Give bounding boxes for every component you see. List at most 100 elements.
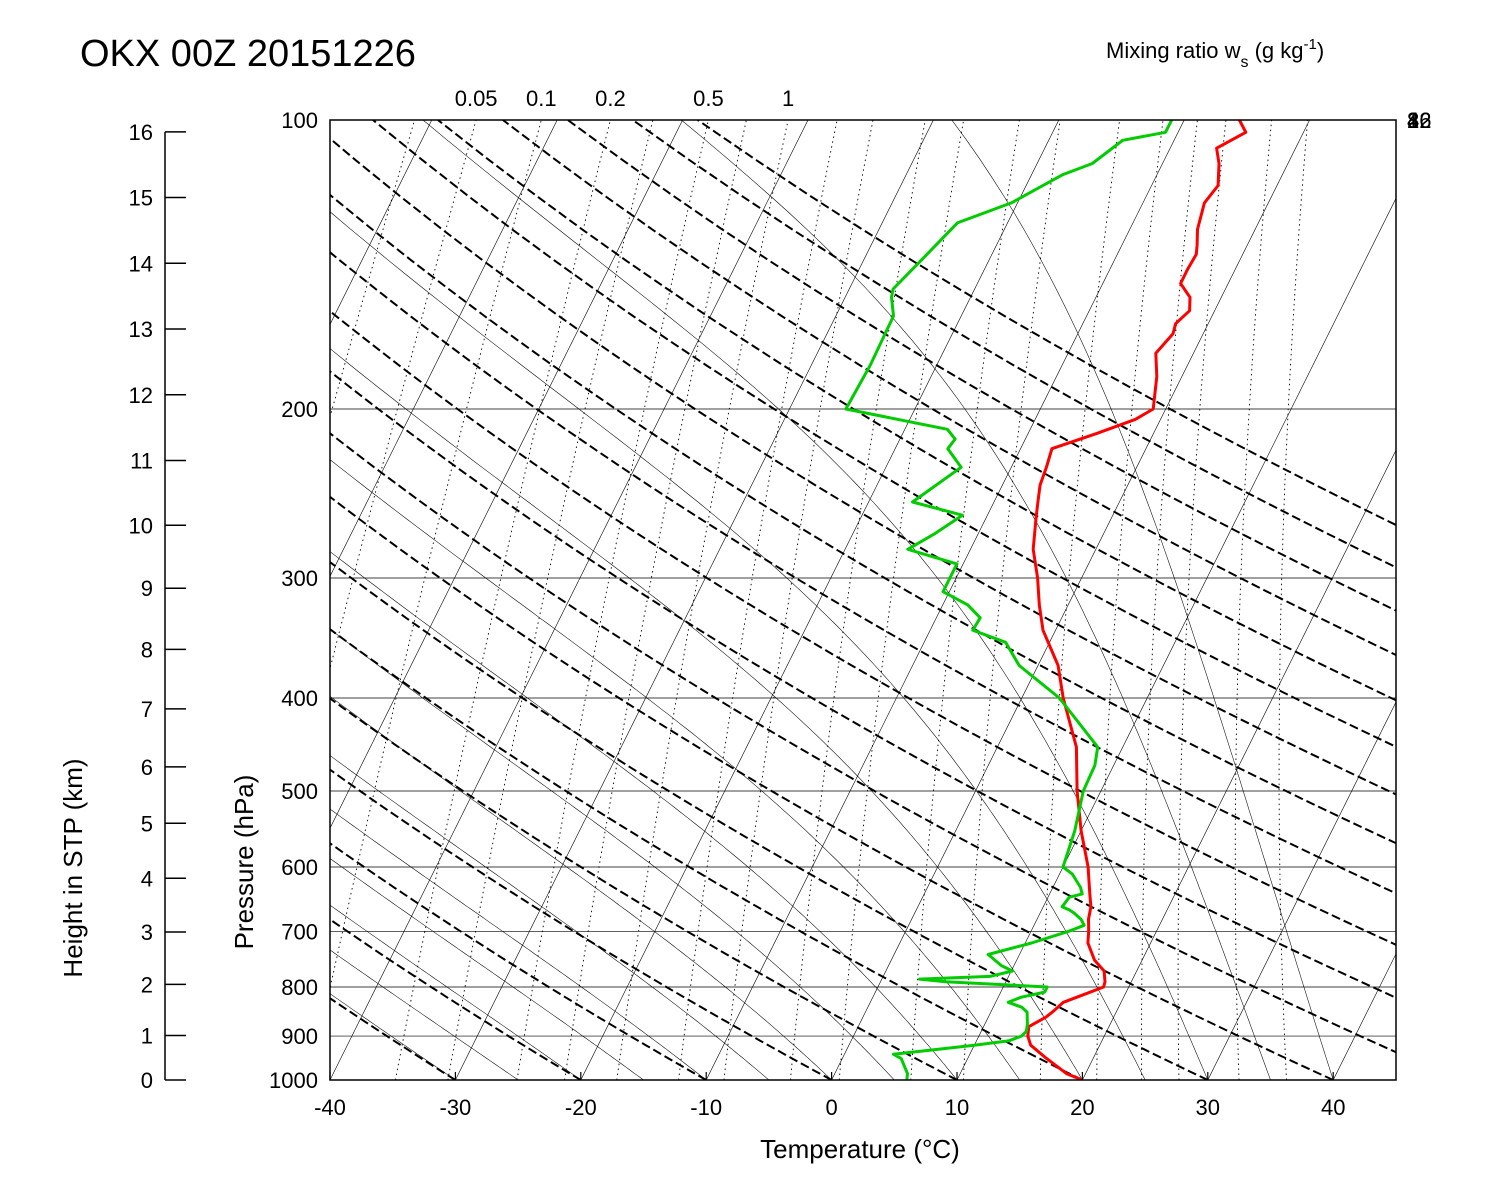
x-tick-label: 10 [945,1095,969,1120]
isotherm-line [455,120,934,1080]
mixing-ratio-line [962,120,1061,1080]
background-lines [0,120,1500,1080]
isotherm-line [330,120,683,829]
mixing-ratio-top-label: 0.1 [526,86,557,111]
mixing-ratio-line [1177,120,1227,1080]
moist-adiabat-line [330,211,1146,1080]
mixing-ratio-line [910,120,1020,1080]
dry-adiabat-line [502,120,1396,657]
height-tick-label: 14 [129,251,153,276]
x-tick-label: -10 [690,1095,722,1120]
mixing-ratio-line [723,120,874,1080]
y-tick-label: 900 [281,1024,318,1049]
isotherm-line [330,120,809,1080]
isotherm-line [1332,953,1396,1080]
height-axis-label: Height in STP (km) [58,758,88,977]
moist-adiabat-line [330,348,1083,1080]
moist-adiabat-line [330,628,895,1080]
x-tick-label: 40 [1321,1095,1345,1120]
height-tick-label: 9 [141,576,153,601]
dry-adiabat-line [330,309,1396,946]
isotherm-line [1082,449,1396,1080]
mixing-ratio-line [564,120,747,1080]
moist-adiabat-line [330,949,519,1080]
mixing-ratio-line [330,120,542,991]
height-tick-label: 0 [141,1068,153,1093]
height-tick-label: 13 [129,317,153,342]
mixing-ratio-line [447,120,654,1080]
y-tick-label: 700 [281,919,318,944]
mixing-ratio-line [394,120,611,1080]
x-tick-label: 30 [1196,1095,1220,1120]
dry-adiabat-line [330,432,1396,1054]
x-tick-label: 0 [825,1095,837,1120]
axes: -40 -30 -20 -10 0 10 20 30 401002003004005006007… [129,86,1432,1120]
moist-adiabat-line [330,695,832,1080]
dry-adiabat-line [330,768,833,1080]
isotherm-line [330,120,433,326]
isotherm-line [0,120,181,1080]
isotherm-line [580,120,1060,1080]
isotherm-line [956,197,1396,1080]
mixing-ratio-label: Mixing ratio ws (g kg-1) [1106,36,1324,71]
isotherm-line [0,120,56,1080]
mixing-ratio-line [330,120,477,671]
height-tick-label: 4 [141,866,153,891]
moist-adiabat-line [330,459,1020,1080]
height-tick-label: 2 [141,972,153,997]
dry-adiabat-line [330,495,1334,1080]
dry-adiabat-line [632,120,1396,569]
height-tick-label: 10 [129,513,153,538]
isotherm-line [705,120,1185,1080]
mixing-ratio-top-label: 0.5 [693,86,724,111]
dry-adiabat-line [330,842,707,1080]
y-tick-label: 200 [281,397,318,422]
isotherm-line [831,120,1310,1080]
x-tick-label: -40 [314,1095,346,1120]
mixing-ratio-line [616,120,789,1080]
moist-adiabat-line [330,755,770,1080]
isotherm-line [330,120,558,577]
moist-adiabat-line [330,904,581,1080]
y-tick-label: 100 [281,108,318,133]
mixing-ratio-line [1096,120,1164,1080]
height-tick-label: 1 [141,1023,153,1048]
mixing-ratio-line [1234,120,1273,1080]
height-tick-label: 12 [129,383,153,408]
y-axis-label: Pressure (hPa) [229,775,259,950]
isotherm-line [0,120,306,1080]
moist-adiabat-line [422,120,1209,1080]
mixing-ratio-line [516,120,709,1080]
dry-adiabat-line [330,997,456,1080]
x-tick-label: -20 [565,1095,597,1120]
y-tick-label: 500 [281,779,318,804]
dry-adiabat-line [330,697,958,1080]
sounding-series [844,120,1248,1080]
mixing-ratio-side-label: 2 [1407,108,1419,133]
moist-adiabat-line [951,120,1334,1080]
dry-adiabat-line [330,137,1396,796]
mixing-ratio-side-label: 4 [1407,108,1419,133]
moist-adiabat-line [330,993,456,1080]
isotherm-line [1459,120,1500,1080]
dry-adiabat-line [372,120,1396,748]
y-tick-label: 400 [281,686,318,711]
dry-adiabat-line [330,370,1396,999]
mixing-ratio-side-label: 8 [1407,108,1419,133]
x-axis-label: Temperature (°C) [760,1134,960,1164]
x-tick-label: -30 [440,1095,472,1120]
dry-adiabat-line [697,120,1396,527]
mixing-ratio-line [838,120,965,1080]
dry-adiabat-line [330,193,1396,845]
mixing-ratio-side-label: 32 [1407,108,1431,133]
mixing-ratio-line [789,120,926,1080]
dry-adiabat-line [330,251,1396,895]
moist-adiabat-line [330,808,707,1080]
mixing-ratio-top-label: 0.05 [455,86,498,111]
dry-adiabat-line [330,627,1083,1080]
y-tick-label: 1000 [269,1068,318,1093]
mixing-ratio-top-label: 1 [782,86,794,111]
temperature-profile-line [1026,120,1248,1080]
height-tick-label: 5 [141,811,153,836]
